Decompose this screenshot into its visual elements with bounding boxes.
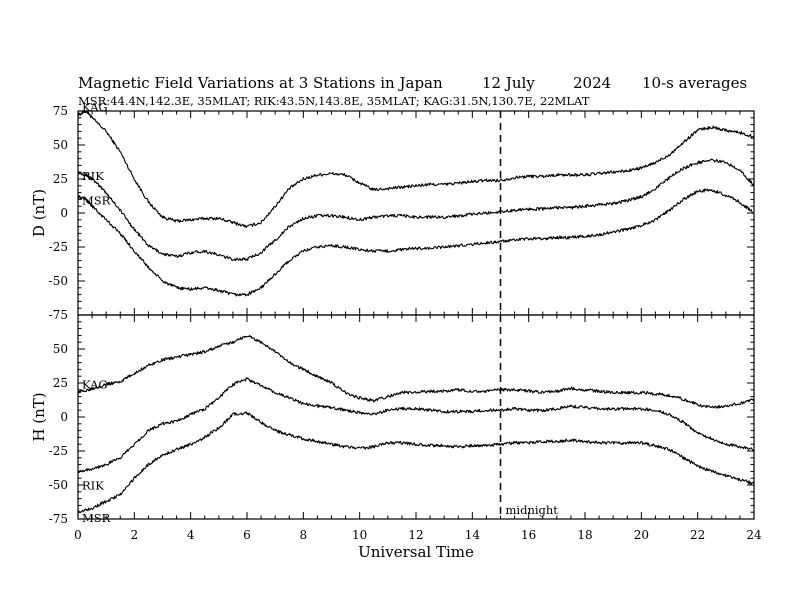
x-tick-label: 4 — [187, 528, 195, 542]
x-tick-label: 10 — [352, 528, 367, 542]
y-tick-label: -75 — [49, 512, 68, 526]
x-tick-label: 12 — [408, 528, 423, 542]
y-tick-label: -25 — [49, 444, 68, 458]
panel-d: 75 50 25 0 -25 -50 -75 KAG RIK MSR D (nT) — [30, 100, 755, 322]
x-tick-label: 2 — [131, 528, 139, 542]
series-label-rik: RIK — [82, 478, 104, 492]
x-tick-label: 24 — [746, 528, 762, 542]
series-line-rik — [77, 158, 755, 262]
panel-h-series-labels: KAG RIK MSR — [82, 378, 111, 526]
panel-h-series — [77, 334, 755, 514]
x-tick-label: 6 — [243, 528, 251, 542]
series-line-rik — [77, 377, 755, 474]
panel-d-ticks — [77, 110, 755, 316]
panel-d-frame — [77, 110, 755, 316]
station-coordinates: MSR:44.4N,142.3E, 35MLAT; RIK:43.5N,143.… — [78, 94, 590, 108]
x-tick-label: 20 — [634, 528, 649, 542]
chart-year: 2024 — [573, 74, 611, 92]
panel-h-ylabel: H (nT) — [30, 392, 48, 441]
panel-h-annotations: midnight — [499, 111, 559, 519]
y-tick-label: 0 — [60, 410, 68, 424]
series-label-msr: MSR — [82, 194, 111, 208]
x-tick-labels: 0 2 4 6 8 10 12 14 16 18 20 22 24 — [74, 528, 762, 542]
x-tick-label: 22 — [690, 528, 705, 542]
series-line-kag — [77, 110, 755, 229]
y-tick-label: 0 — [60, 206, 68, 220]
series-label-kag: KAG — [82, 100, 108, 114]
y-tick-label: 25 — [53, 376, 68, 390]
x-tick-label: 18 — [577, 528, 592, 542]
y-tick-label: -75 — [49, 308, 68, 322]
panel-h-ytick-labels: 50 25 0 -25 -50 -75 — [49, 342, 68, 526]
x-tick-label: 0 — [74, 528, 82, 542]
midnight-label: midnight — [506, 503, 559, 517]
panel-h-frame — [77, 314, 755, 520]
panel-d-ytick-labels: 75 50 25 0 -25 -50 -75 — [49, 104, 68, 322]
series-label-kag: KAG — [82, 378, 108, 392]
chart-title: Magnetic Field Variations at 3 Stations … — [78, 74, 443, 92]
x-tick-label: 8 — [300, 528, 308, 542]
y-tick-label: -50 — [49, 478, 68, 492]
panel-d-series-labels: KAG RIK MSR — [82, 100, 111, 208]
y-tick-label: -25 — [49, 240, 68, 254]
series-line-msr — [77, 411, 755, 514]
series-line-msr — [77, 188, 755, 297]
y-tick-label: 25 — [53, 172, 68, 186]
panel-d-ylabel: D (nT) — [30, 189, 48, 237]
y-tick-label: 50 — [53, 138, 68, 152]
chart-averaging: 10-s averages — [642, 74, 747, 92]
y-tick-label: -50 — [49, 274, 68, 288]
y-tick-label: 75 — [53, 104, 68, 118]
x-tick-label: 16 — [521, 528, 536, 542]
panel-d-series — [77, 110, 755, 297]
x-axis-label: Universal Time — [358, 543, 474, 561]
series-label-rik: RIK — [82, 169, 104, 183]
panel-h-ticks — [77, 314, 755, 520]
series-line-kag — [77, 334, 755, 409]
y-tick-label: 50 — [53, 342, 68, 356]
x-tick-label: 14 — [465, 528, 481, 542]
chart-date: 12 July — [482, 74, 535, 92]
series-label-msr: MSR — [82, 511, 111, 525]
